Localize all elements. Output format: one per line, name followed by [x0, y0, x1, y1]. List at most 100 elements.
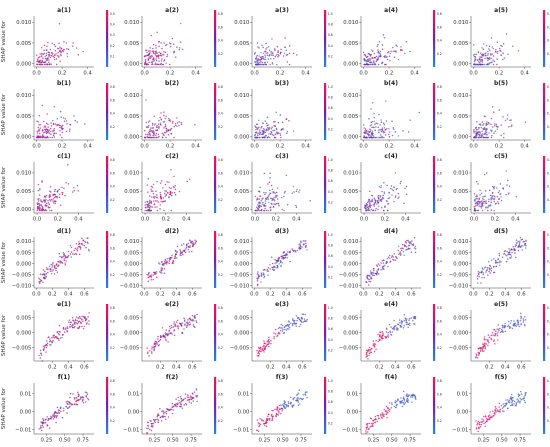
scatter-point [280, 136, 282, 139]
scatter-point [264, 200, 267, 202]
scatter-point [59, 53, 62, 55]
scatter-point [78, 320, 81, 323]
scatter-point [170, 43, 172, 45]
scatter-point [56, 414, 58, 417]
scatter-point [377, 340, 380, 343]
y-tick-label: 0.010 [453, 239, 469, 245]
panel-title: a(2) [165, 7, 179, 14]
scatter-point [379, 124, 381, 126]
scatter-point [260, 61, 262, 63]
x-tick-label: 0.0 [140, 71, 149, 77]
scatter-point [379, 334, 381, 337]
scatter-point [83, 244, 85, 247]
scatter-point [156, 418, 159, 421]
x-tick-label: 0.0 [469, 292, 478, 298]
scatter-point [491, 415, 493, 418]
colorbar-tick-label: 0.2 [328, 421, 333, 425]
scatter-point [187, 396, 190, 399]
scatter-point [77, 395, 80, 398]
scatter-point [390, 406, 393, 409]
scatter-point [481, 350, 484, 352]
scatter-point [265, 422, 267, 425]
scatter-point [408, 319, 410, 322]
scatter-point [484, 343, 486, 345]
scatter-point [45, 267, 48, 269]
scatter-point [487, 339, 489, 341]
scatter-point [175, 402, 177, 405]
y-tick-label: −0.010 [230, 284, 250, 290]
scatter-point [88, 312, 90, 314]
scatter-point [294, 250, 297, 252]
scatter-point [51, 341, 53, 343]
scatter-point [167, 416, 170, 418]
scatter-point [72, 42, 74, 44]
scatter-point [182, 242, 185, 245]
scatter-point [73, 403, 76, 406]
scatter-point [81, 243, 84, 246]
scatter-point [164, 125, 167, 128]
colorbar-tick-label: 0.4 [218, 260, 223, 264]
scatter-point [45, 132, 48, 135]
scatter-point [494, 259, 497, 262]
scatter-point [264, 202, 267, 204]
scatter-point [151, 124, 154, 126]
scatter-point [269, 127, 271, 129]
x-tick-label: 0.4 [83, 144, 92, 150]
scatter-point [42, 53, 45, 55]
scatter-point [155, 58, 157, 60]
scatter-point [485, 207, 487, 209]
scatter-point [414, 245, 417, 248]
scatter-point [178, 401, 181, 404]
scatter-point [159, 63, 161, 66]
scatter-point [295, 400, 298, 402]
y-tick-label: 0.005 [453, 114, 468, 120]
scatter-point [380, 337, 383, 339]
scatter-point [517, 320, 519, 322]
scatter-point [304, 391, 307, 393]
colorbar-ticks: 0.80.60.40.2 [110, 306, 115, 350]
scatter-point [371, 126, 373, 129]
scatter-point [58, 334, 61, 336]
x-tick-label: 0.2 [272, 217, 280, 223]
scatter-point [59, 50, 61, 53]
scatter-point [484, 57, 486, 60]
scatter-point [383, 191, 386, 193]
colorbar-tick-label: 0.6 [328, 33, 333, 37]
scatter-point [493, 200, 496, 203]
scatter-point [504, 330, 507, 333]
scatter-point [51, 336, 53, 339]
scatter-point [298, 318, 301, 321]
scatter-point [366, 425, 368, 427]
x-tick-label: 0.25 [41, 438, 53, 444]
scatter-point [513, 400, 516, 403]
scatter-point [495, 411, 497, 413]
scatter-point [51, 263, 54, 265]
scatter-point [373, 63, 376, 66]
scatter-point [281, 408, 284, 410]
scatter-point [161, 263, 164, 266]
y-tick-label: 0.005 [343, 114, 358, 120]
scatter-point [378, 339, 381, 342]
scatter-point [59, 126, 61, 129]
scatter-point [43, 120, 45, 123]
x-tick-label: 0.6 [188, 292, 197, 298]
scatter-point [288, 45, 291, 47]
scatter-point [257, 63, 259, 65]
scatter-point [162, 186, 164, 189]
scatter-point [144, 201, 146, 203]
scatter-point [377, 50, 380, 53]
scatter-point [67, 250, 70, 253]
scatter-point [257, 58, 260, 61]
scatter-point [180, 398, 183, 400]
scatter-point [367, 284, 370, 286]
panel-title: e(2) [165, 301, 179, 308]
scatter-point [270, 256, 273, 258]
scatter-point [366, 276, 368, 279]
scatter-point [76, 319, 78, 322]
scatter-point [62, 251, 65, 254]
scatter-point [396, 323, 399, 326]
scatter-point [489, 129, 492, 131]
scatter-point [491, 196, 493, 198]
